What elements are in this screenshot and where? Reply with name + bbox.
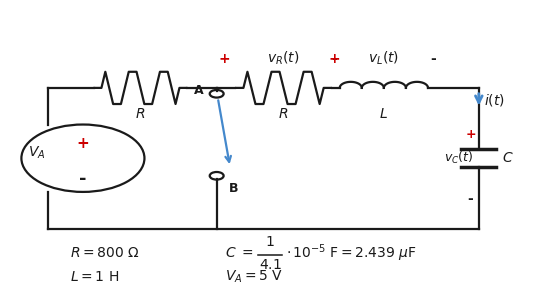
Text: -: - xyxy=(468,192,473,206)
Text: $v_R(t)$: $v_R(t)$ xyxy=(268,50,300,67)
Text: $C\ =$: $C\ =$ xyxy=(225,246,254,260)
Text: $4.1$: $4.1$ xyxy=(259,258,281,272)
Text: +: + xyxy=(77,136,89,151)
Text: $i(t)$: $i(t)$ xyxy=(484,92,505,108)
Text: -: - xyxy=(79,170,87,188)
Text: +: + xyxy=(219,52,231,66)
Text: $V_A$: $V_A$ xyxy=(28,144,45,161)
Text: A: A xyxy=(194,84,203,97)
Text: $V_A = 5\ \mathrm{V}$: $V_A = 5\ \mathrm{V}$ xyxy=(225,269,283,285)
Text: $R = 800\ \Omega$: $R = 800\ \Omega$ xyxy=(70,246,139,260)
Text: $C$: $C$ xyxy=(502,151,514,165)
Text: $v_L(t)$: $v_L(t)$ xyxy=(368,50,400,67)
Text: $L$: $L$ xyxy=(379,107,388,121)
Text: -: - xyxy=(332,52,337,66)
Text: $R$: $R$ xyxy=(135,107,146,121)
Text: $1$: $1$ xyxy=(265,235,275,249)
Text: +: + xyxy=(328,52,340,66)
Text: $R$: $R$ xyxy=(278,107,289,121)
Text: $\cdot\,10^{-5}\ \mathrm{F} = 2.439\ \mu\mathrm{F}$: $\cdot\,10^{-5}\ \mathrm{F} = 2.439\ \mu… xyxy=(286,243,417,264)
Text: $v_C(t)$: $v_C(t)$ xyxy=(444,150,473,166)
Text: $L = 1\ \mathrm{H}$: $L = 1\ \mathrm{H}$ xyxy=(70,270,119,284)
Text: B: B xyxy=(228,182,238,195)
Text: -: - xyxy=(431,52,436,66)
Text: +: + xyxy=(465,128,476,141)
